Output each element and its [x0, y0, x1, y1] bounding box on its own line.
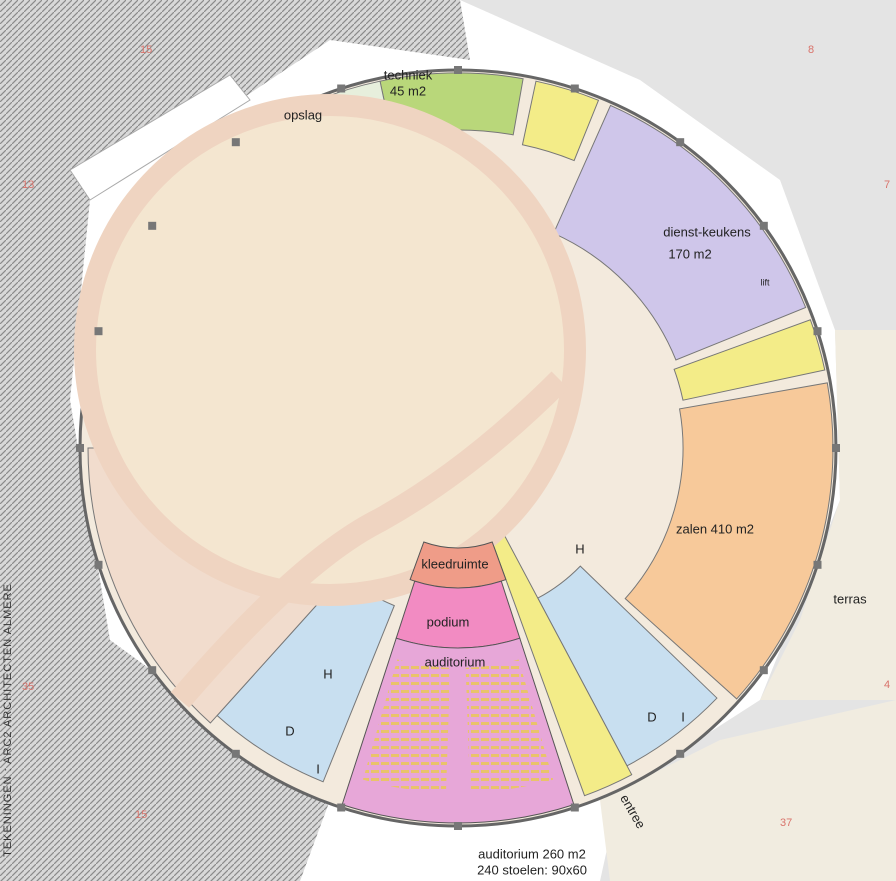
column [454, 822, 462, 830]
room-label: I [681, 709, 685, 724]
room-label: terras [833, 591, 867, 606]
column [337, 85, 345, 93]
column [813, 327, 821, 335]
caption: auditorium 260 m2 [478, 846, 586, 861]
column [232, 750, 240, 758]
grid-label: 37 [780, 817, 792, 829]
room-label: techniek [384, 67, 433, 82]
room-label: kleedruimte [421, 556, 488, 571]
room-label: H [323, 666, 332, 681]
grid-label: 8 [808, 44, 814, 56]
grid-label: 7 [884, 179, 890, 191]
column [760, 666, 768, 674]
room-label: podium [427, 614, 470, 629]
column [676, 138, 684, 146]
column [148, 666, 156, 674]
column [571, 803, 579, 811]
column [95, 327, 103, 335]
room-label: opslag [284, 107, 322, 122]
column [813, 561, 821, 569]
column [95, 561, 103, 569]
grid-label: 15 [135, 809, 147, 821]
column [760, 222, 768, 230]
column [676, 750, 684, 758]
caption: 240 stoelen: 90x60 [477, 862, 587, 877]
credit: TEKENINGEN : ARC2 ARCHITECTEN ALMERE [2, 583, 14, 857]
column [76, 444, 84, 452]
grid-label: 4 [884, 679, 890, 691]
column [232, 138, 240, 146]
room-label: auditorium [425, 654, 486, 669]
room-label: H [575, 541, 584, 556]
column [337, 803, 345, 811]
column [571, 85, 579, 93]
grid-label: 15 [140, 44, 152, 56]
room-label: D [647, 709, 656, 724]
room-label: D [285, 723, 294, 738]
column [148, 222, 156, 230]
floor-plan: techniek 45 m2 opslag dienst-keukens 170… [0, 0, 896, 881]
room-area: 45 m2 [390, 83, 426, 98]
grid-label: 35 [22, 681, 34, 693]
courtyard [85, 105, 575, 595]
room-area: 170 m2 [668, 246, 711, 261]
grid-label: 13 [22, 179, 34, 191]
building [76, 66, 840, 830]
room-label: dienst-keukens [663, 224, 751, 239]
page: {"rooms": {"techniek": "techniek", "tech… [0, 0, 896, 881]
room-label: I [316, 761, 320, 776]
column [832, 444, 840, 452]
room-label: lift [761, 277, 770, 287]
column [454, 66, 462, 74]
room-label: zalen 410 m2 [676, 521, 754, 536]
